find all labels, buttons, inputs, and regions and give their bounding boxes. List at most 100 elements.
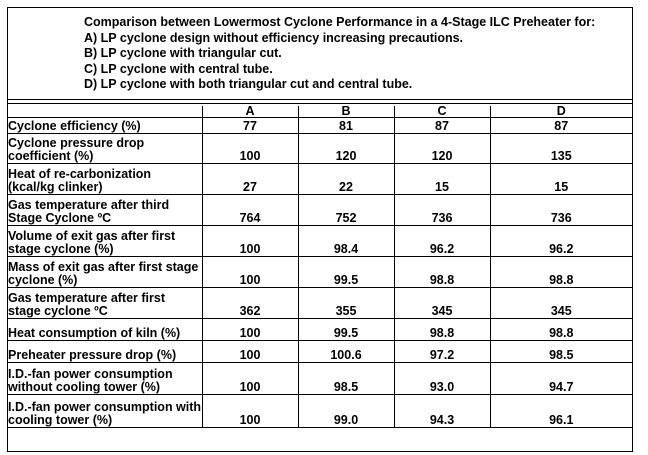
value-cell-c: 98.8 [393,256,491,288]
value-cell-b: 100.6 [297,340,395,363]
value-cell-d: 345 [489,287,632,319]
row-label: Cyclone efficiency (%) [8,117,203,134]
row-label: Volume of exit gas after first stage cycl… [8,225,203,257]
row-label-line: Gas temperature after first [8,291,166,305]
header-blank-cell [8,106,203,118]
row-label-line: (kcal/kg clinker) [8,180,103,194]
value-cell-d: 98.5 [489,340,632,363]
table-row: Volume of exit gas after first stage cycl… [8,225,632,257]
row-label-line: without cooling tower (%) [8,380,161,394]
table-body: A B C D Cyclone efficiency (%) 77 81 87 87 Cy… [8,105,632,428]
value-cell-c: 98.8 [393,318,491,341]
value-cell-b: 81 [297,117,395,134]
value-cell-c: 94.3 [393,394,491,428]
value-cell-d: 96.1 [489,394,632,428]
value-cell-a: 362 [201,287,299,319]
table-row: Heat of re-carbonization (kcal/kg clinker… [8,163,632,195]
value-cell-c: 345 [393,287,491,319]
row-label-line: Heat consumption of kiln (%) [8,326,181,340]
row-label-line: Cyclone pressure drop [8,136,145,150]
value-cell-d: 98.8 [489,256,632,288]
value-cell-c: 87 [393,117,491,134]
value-cell-a: 100 [201,318,299,341]
value-cell-d: 98.8 [489,318,632,341]
row-label-line: Preheater pressure drop (%) [8,348,177,362]
value-cell-a: 100 [201,225,299,257]
row-label-line: Heat of re-carbonization [8,167,152,181]
row-label-line: stage cyclone (%) [8,242,114,256]
value-cell-a: 77 [201,117,299,134]
row-label-line: Volume of exit gas after first [8,229,176,243]
value-cell-d: 736 [489,194,632,226]
value-cell-a: 100 [201,256,299,288]
value-cell-c: 93.0 [393,362,491,395]
value-cell-c: 15 [393,163,491,195]
value-cell-c: 96.2 [393,225,491,257]
value-cell-d: 96.2 [489,225,632,257]
comparison-table: A B C D Cyclone efficiency (%) 77 81 87 87 Cy… [8,105,632,428]
row-label: Cyclone pressure drop coefficient (%) [8,133,203,164]
row-label-line: Mass of exit gas after first stage [8,260,199,274]
value-cell-d: 135 [489,133,632,164]
value-cell-b: 98.5 [297,362,395,395]
row-label-line: Stage Cyclone ºC [8,211,112,225]
table-row: Heat consumption of kiln (%) 100 99.5 98.8 9… [8,318,632,341]
caption-option-d: D) LP cyclone with both triangular cut a… [84,77,413,91]
value-cell-a: 100 [201,133,299,164]
row-label-line: cyclone (%) [8,273,78,287]
caption-title: Comparison between Lowermost Cyclone Per… [84,15,596,29]
value-cell-a: 100 [201,394,299,428]
value-cell-c: 120 [393,133,491,164]
row-label: Heat consumption of kiln (%) [8,318,203,341]
table-row: Gas temperature after third Stage Cyclone… [8,194,632,226]
row-label-line: Gas temperature after third [8,198,170,212]
row-label-line: I.D.-fan power consumption with [8,400,202,414]
value-cell-b: 752 [297,194,395,226]
value-cell-a: 100 [201,340,299,363]
column-header-c: C [393,105,491,118]
value-cell-c: 97.2 [393,340,491,363]
value-cell-b: 22 [297,163,395,195]
double-rule [8,103,632,104]
value-cell-a: 27 [201,163,299,195]
row-label-line: cooling tower (%) [8,413,113,427]
table-row: Cyclone pressure drop coefficient (%) 100 1… [8,133,632,164]
row-label: Gas temperature after third Stage Cyclone… [8,194,203,226]
value-cell-b: 99.5 [297,318,395,341]
value-cell-b: 120 [297,133,395,164]
table-row: Cyclone efficiency (%) 77 81 87 87 [8,117,632,134]
column-header-a: A [201,105,299,118]
row-label-line: stage cyclone ºC [8,304,108,318]
row-label: Heat of re-carbonization (kcal/kg clinker… [8,163,203,195]
value-cell-b: 98.4 [297,225,395,257]
caption-option-c: C) LP cyclone with central tube. [84,61,273,76]
row-label-line: I.D.-fan power consumption [8,367,173,381]
row-label: Gas temperature after first stage cyclone… [8,287,203,319]
column-header-b: B [297,105,395,118]
table-row: Gas temperature after first stage cyclone… [8,287,632,319]
caption-text: Comparison between Lowermost Cyclone Per… [84,15,595,93]
table-row: Preheater pressure drop (%) 100 100.6 97.2 9… [8,340,632,363]
table-row: Mass of exit gas after first stage cyclon… [8,256,632,288]
table-row: I.D.-fan power consumption with cooling t… [8,394,632,428]
comparison-table-frame: Comparison between Lowermost Cyclone Per… [7,7,633,452]
value-cell-d: 15 [489,163,632,195]
value-cell-b: 355 [297,287,395,319]
column-header-row: A B C D [8,105,632,118]
row-label-line: Cyclone efficiency (%) [8,119,141,133]
table-row: I.D.-fan power consumption without coolin… [8,362,632,395]
row-label: I.D.-fan power consumption without coolin… [8,362,203,395]
row-label-line: coefficient (%) [8,149,94,163]
value-cell-a: 764 [201,194,299,226]
caption-option-b: B) LP cyclone with triangular cut. [84,46,282,60]
row-label: Mass of exit gas after first stage cyclon… [8,256,203,288]
caption-option-a: A) LP cyclone design without efficiency … [84,30,464,45]
row-label: I.D.-fan power consumption with cooling t… [8,394,203,428]
value-cell-b: 99.0 [297,394,395,428]
column-header-d: D [489,105,632,118]
value-cell-b: 99.5 [297,256,395,288]
value-cell-c: 736 [393,194,491,226]
table-caption-area: Comparison between Lowermost Cyclone Per… [8,8,632,100]
value-cell-d: 94.7 [489,362,632,395]
row-label: Preheater pressure drop (%) [8,340,203,363]
